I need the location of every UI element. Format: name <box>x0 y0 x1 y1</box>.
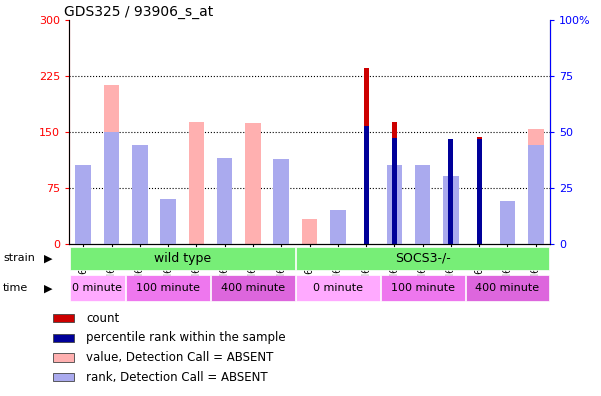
Text: ▶: ▶ <box>44 283 52 293</box>
Bar <box>499 223 515 244</box>
Bar <box>364 68 368 244</box>
Bar <box>70 275 125 301</box>
Bar <box>132 145 148 244</box>
Text: 0 minute: 0 minute <box>72 283 123 293</box>
Bar <box>104 131 120 244</box>
Text: value, Detection Call = ABSENT: value, Detection Call = ABSENT <box>86 351 273 364</box>
Text: 400 minute: 400 minute <box>221 283 285 293</box>
Bar <box>189 122 204 244</box>
Bar <box>296 275 380 301</box>
Text: strain: strain <box>3 253 35 263</box>
Bar <box>392 138 397 244</box>
Bar <box>217 158 233 244</box>
Text: count: count <box>86 312 119 325</box>
Bar <box>217 165 233 244</box>
Bar <box>104 85 120 244</box>
Bar <box>76 169 91 244</box>
Bar <box>386 165 402 244</box>
Bar <box>528 145 543 244</box>
Text: 100 minute: 100 minute <box>136 283 200 293</box>
Text: percentile rank within the sample: percentile rank within the sample <box>86 331 285 345</box>
Bar <box>132 150 148 244</box>
Bar <box>296 247 549 270</box>
Bar <box>53 314 74 322</box>
Bar <box>126 275 210 301</box>
Bar <box>302 219 317 244</box>
Bar <box>330 210 346 244</box>
Bar <box>448 139 454 244</box>
Bar <box>273 165 289 244</box>
Text: rank, Detection Call = ABSENT: rank, Detection Call = ABSENT <box>86 371 267 384</box>
Bar <box>76 165 91 244</box>
Bar <box>160 199 176 244</box>
Bar <box>392 122 397 244</box>
Bar <box>330 211 346 244</box>
Text: wild type: wild type <box>154 252 211 265</box>
Bar <box>477 137 482 244</box>
Bar <box>415 165 430 244</box>
Bar <box>273 158 289 244</box>
Bar <box>245 123 261 244</box>
Bar <box>381 275 465 301</box>
Bar <box>477 139 482 244</box>
Bar <box>160 223 176 244</box>
Text: time: time <box>3 283 28 293</box>
Bar <box>364 126 368 244</box>
Text: 100 minute: 100 minute <box>391 283 454 293</box>
Bar <box>499 201 515 244</box>
Bar <box>443 227 459 244</box>
Bar <box>53 334 74 342</box>
Bar <box>211 275 295 301</box>
Bar <box>443 176 459 244</box>
Text: 0 minute: 0 minute <box>313 283 363 293</box>
Bar <box>70 247 295 270</box>
Bar <box>528 129 543 244</box>
Bar <box>466 275 549 301</box>
Text: GDS325 / 93906_s_at: GDS325 / 93906_s_at <box>64 5 213 19</box>
Bar <box>53 373 74 381</box>
Bar <box>53 353 74 362</box>
Text: 400 minute: 400 minute <box>475 283 540 293</box>
Text: SOCS3-/-: SOCS3-/- <box>395 252 451 265</box>
Bar <box>415 173 430 244</box>
Text: ▶: ▶ <box>44 253 52 263</box>
